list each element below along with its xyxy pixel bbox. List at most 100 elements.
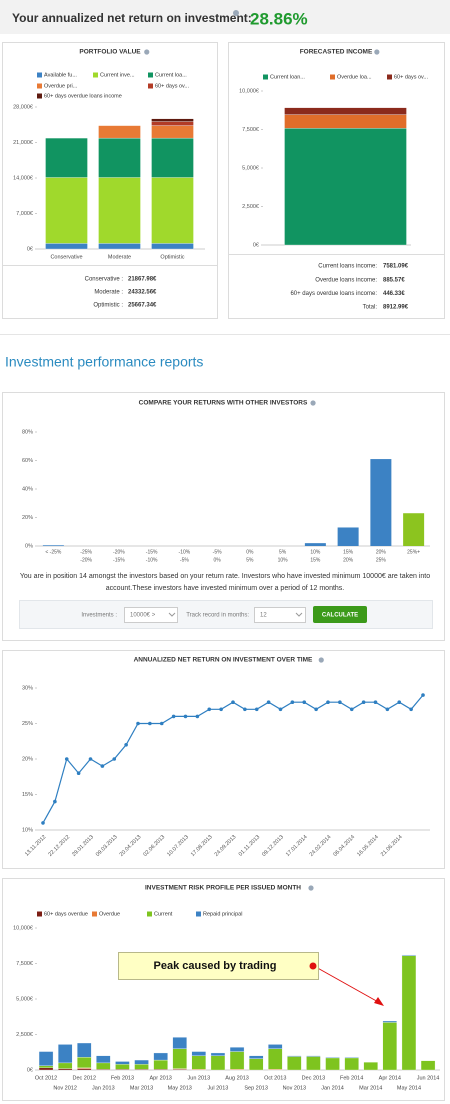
select-arrow[interactable] [168, 612, 176, 617]
point [326, 700, 330, 704]
bar-segment [134, 1064, 149, 1070]
summary-label: Total: [363, 305, 378, 311]
x-tick-label: 15% [343, 549, 354, 555]
x-tick-label: Dec 2012 [72, 1075, 96, 1081]
legend-swatch [37, 83, 42, 89]
point [421, 693, 425, 697]
point [254, 707, 259, 712]
x-tick-label: -10% [179, 549, 191, 555]
y-tick-label: 20% [22, 756, 33, 762]
x-tick-label: May 2014 [397, 1085, 421, 1091]
legend-label: Repaid principal [203, 911, 242, 917]
investments-select[interactable]: 10000€ > [124, 607, 178, 623]
y-tick-label: 10,000€ [13, 925, 33, 931]
x-tick-label: Jan 2014 [321, 1085, 344, 1091]
select-arrow[interactable] [295, 612, 303, 617]
bar-segment [401, 954, 417, 956]
select-box[interactable] [124, 607, 178, 623]
summary-value: 8912.99€ [383, 305, 409, 311]
y-tick-label: 10% [22, 827, 33, 833]
bar-segment [268, 1044, 283, 1049]
bar-segment [96, 1055, 111, 1064]
x-tick-label: Jun 2013 [188, 1075, 211, 1081]
x-tick-label: Mar 2013 [130, 1085, 153, 1091]
select-value[interactable]: 12 [260, 613, 267, 619]
point [278, 707, 283, 712]
y-tick-label: 0€ [253, 242, 259, 248]
y-tick-label: 0€ [27, 246, 33, 252]
bar-segment [382, 1022, 398, 1071]
bar-segment [151, 137, 194, 178]
legend-swatch [263, 74, 268, 80]
x-tick-label: Oct 2012 [35, 1075, 57, 1081]
x-tick-label: -5% [180, 557, 189, 563]
summary-label: Overdue loans income: [315, 277, 377, 283]
point [112, 757, 117, 761]
calculate-button[interactable]: CALCULATE [313, 606, 367, 623]
x-tick-label: Sep 2013 [244, 1085, 268, 1091]
bar-segment [153, 1059, 168, 1070]
bar-segment [284, 128, 407, 246]
y-tick-label: 28,000€ [13, 104, 33, 110]
info-icon [374, 49, 380, 55]
legend-swatch [93, 72, 98, 78]
x-tick-label: 15% [310, 557, 321, 563]
x-tick-label: Oct 2013 [264, 1075, 286, 1081]
info-icon [308, 885, 314, 891]
point [409, 707, 413, 712]
bar-segment [191, 1051, 207, 1056]
point [195, 714, 200, 719]
bar [337, 527, 359, 546]
button-bg[interactable] [313, 606, 367, 623]
bar-segment [151, 125, 194, 139]
y-tick-label: 5,000€ [16, 996, 33, 1002]
info-icon [310, 400, 316, 406]
info-icon [318, 657, 324, 663]
x-tick-label: Nov 2013 [283, 1085, 307, 1091]
bar-segment [420, 1060, 436, 1071]
bar-segment [58, 1062, 73, 1069]
x-tick-label: Feb 2013 [111, 1075, 134, 1081]
annotation-arrow [313, 965, 381, 1004]
button-label[interactable]: CALCULATE [322, 613, 358, 619]
select-box[interactable] [254, 607, 306, 623]
summary-label: Conservative : [85, 277, 124, 283]
point [290, 700, 295, 704]
bar-segment [151, 243, 194, 250]
point [207, 707, 212, 712]
point [219, 707, 223, 712]
legend-label: Available fu... [44, 72, 77, 78]
legend-label: Overdue [99, 911, 120, 917]
bar-segment [306, 1056, 321, 1071]
x-tick-label: -15% [146, 549, 158, 555]
x-tick-label: Mar 2014 [359, 1085, 382, 1091]
x-tick-label: -15% [113, 557, 125, 563]
legend-swatch [148, 72, 153, 78]
point [183, 714, 188, 719]
panel-title: INVESTMENT RISK PROFILE PER ISSUED MONTH [145, 885, 301, 892]
x-tick-label: 10% [310, 549, 321, 555]
legend-label: Current [154, 911, 173, 917]
x-tick-label: -25% [80, 549, 92, 555]
bar-segment [45, 243, 88, 250]
y-tick-label: 21,000€ [13, 140, 33, 146]
point [266, 700, 271, 704]
y-tick-label: 10,000€ [239, 88, 259, 94]
y-tick-label: 5,000€ [242, 165, 259, 171]
y-tick-label: 0% [25, 543, 33, 549]
point [136, 721, 140, 726]
y-tick-label: 7,000€ [16, 211, 33, 217]
bar-segment [134, 1059, 149, 1065]
panel-title: PORTFOLIO VALUE [79, 49, 141, 56]
select-value[interactable]: 10000€ > [130, 613, 156, 619]
x-tick-label: Feb 2014 [340, 1075, 363, 1081]
annotation-box [118, 952, 319, 980]
point [76, 771, 81, 775]
point [88, 757, 93, 761]
point [41, 821, 45, 825]
x-tick-label: 5% [279, 549, 287, 555]
summary-value: 24332.56€ [128, 290, 157, 296]
note-box: You are in position 14 amongst the inves… [20, 573, 430, 592]
track-select[interactable]: 12 [254, 607, 306, 623]
